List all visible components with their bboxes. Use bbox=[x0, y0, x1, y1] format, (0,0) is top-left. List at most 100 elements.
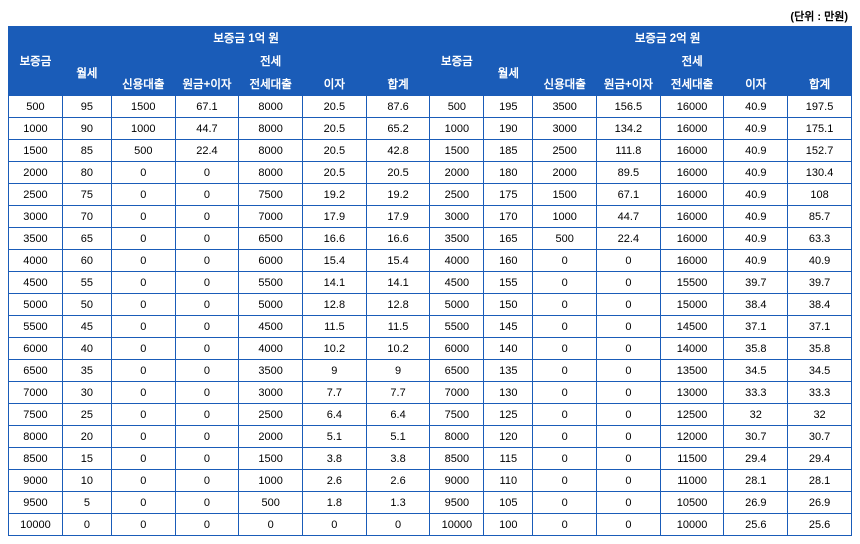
cell-t2: 30.7 bbox=[788, 426, 852, 448]
cell-jl1: 8000 bbox=[239, 96, 303, 118]
cell-d1: 5500 bbox=[9, 316, 63, 338]
cell-r2: 175 bbox=[484, 184, 533, 206]
cell-jl1: 8000 bbox=[239, 162, 303, 184]
cell-r2: 125 bbox=[484, 404, 533, 426]
cell-cl2: 2500 bbox=[533, 140, 597, 162]
cell-i1: 0 bbox=[303, 514, 367, 536]
header-rent-2: 월세 bbox=[484, 50, 533, 96]
cell-pi1: 0 bbox=[175, 426, 239, 448]
cell-r2: 130 bbox=[484, 382, 533, 404]
cell-cl2: 0 bbox=[533, 338, 597, 360]
cell-pi2: 67.1 bbox=[597, 184, 661, 206]
cell-d1: 7500 bbox=[9, 404, 63, 426]
table-row: 15008550022.4800020.542.815001852500111.… bbox=[9, 140, 852, 162]
cell-pi1: 0 bbox=[175, 492, 239, 514]
cell-i2: 32 bbox=[724, 404, 788, 426]
cell-t2: 130.4 bbox=[788, 162, 852, 184]
cell-d1: 8500 bbox=[9, 448, 63, 470]
header-interest-2: 이자 bbox=[724, 73, 788, 96]
cell-pi2: 0 bbox=[597, 338, 661, 360]
cell-cl2: 0 bbox=[533, 404, 597, 426]
cell-jl2: 15500 bbox=[660, 272, 724, 294]
cell-d1: 3500 bbox=[9, 228, 63, 250]
cell-t2: 33.3 bbox=[788, 382, 852, 404]
cell-t1: 3.8 bbox=[366, 448, 430, 470]
cell-d2: 3500 bbox=[430, 228, 484, 250]
cell-cl1: 0 bbox=[111, 514, 175, 536]
cell-r2: 155 bbox=[484, 272, 533, 294]
cell-jl1: 7500 bbox=[239, 184, 303, 206]
cell-pi2: 111.8 bbox=[597, 140, 661, 162]
cell-r2: 115 bbox=[484, 448, 533, 470]
cell-i2: 40.9 bbox=[724, 184, 788, 206]
cell-cl1: 0 bbox=[111, 338, 175, 360]
cell-cl2: 0 bbox=[533, 360, 597, 382]
cell-pi1: 0 bbox=[175, 514, 239, 536]
header-principal-interest-2: 원금+이자 bbox=[597, 73, 661, 96]
table-header: 보증금 보증금 1억 원 보증금 보증금 2억 원 월세 전세 월세 전세 신용… bbox=[9, 27, 852, 96]
cell-r2: 110 bbox=[484, 470, 533, 492]
cell-jl1: 5000 bbox=[239, 294, 303, 316]
cell-jl2: 16000 bbox=[660, 162, 724, 184]
cell-t2: 152.7 bbox=[788, 140, 852, 162]
cell-i2: 33.3 bbox=[724, 382, 788, 404]
cell-r2: 170 bbox=[484, 206, 533, 228]
cell-t2: 39.7 bbox=[788, 272, 852, 294]
header-deposit: 보증금 bbox=[9, 27, 63, 96]
cell-d2: 10000 bbox=[430, 514, 484, 536]
cell-r2: 165 bbox=[484, 228, 533, 250]
comparison-table: 보증금 보증금 1억 원 보증금 보증금 2억 원 월세 전세 월세 전세 신용… bbox=[8, 26, 852, 536]
cell-d1: 5000 bbox=[9, 294, 63, 316]
cell-cl2: 0 bbox=[533, 294, 597, 316]
cell-d1: 2000 bbox=[9, 162, 63, 184]
cell-r1: 5 bbox=[62, 492, 111, 514]
cell-jl1: 4000 bbox=[239, 338, 303, 360]
cell-jl2: 16000 bbox=[660, 228, 724, 250]
cell-t1: 15.4 bbox=[366, 250, 430, 272]
cell-pi1: 0 bbox=[175, 228, 239, 250]
cell-pi2: 0 bbox=[597, 316, 661, 338]
cell-cl2: 3000 bbox=[533, 118, 597, 140]
cell-r1: 40 bbox=[62, 338, 111, 360]
table-row: 650035003500996500135001350034.534.5 bbox=[9, 360, 852, 382]
cell-d1: 9500 bbox=[9, 492, 63, 514]
cell-i2: 40.9 bbox=[724, 140, 788, 162]
cell-jl2: 11000 bbox=[660, 470, 724, 492]
cell-cl2: 500 bbox=[533, 228, 597, 250]
cell-t2: 108 bbox=[788, 184, 852, 206]
cell-d2: 6500 bbox=[430, 360, 484, 382]
cell-jl1: 5500 bbox=[239, 272, 303, 294]
cell-t2: 28.1 bbox=[788, 470, 852, 492]
cell-cl1: 0 bbox=[111, 162, 175, 184]
table-row: 60004000400010.210.26000140001400035.835… bbox=[9, 338, 852, 360]
cell-t1: 16.6 bbox=[366, 228, 430, 250]
table-row: 9000100010002.62.69000110001100028.128.1 bbox=[9, 470, 852, 492]
cell-i1: 3.8 bbox=[303, 448, 367, 470]
header-jeonse-1: 전세 bbox=[111, 50, 430, 73]
cell-i1: 14.1 bbox=[303, 272, 367, 294]
cell-i1: 17.9 bbox=[303, 206, 367, 228]
cell-jl1: 500 bbox=[239, 492, 303, 514]
cell-pi1: 44.7 bbox=[175, 118, 239, 140]
cell-i1: 20.5 bbox=[303, 118, 367, 140]
cell-pi1: 0 bbox=[175, 382, 239, 404]
unit-label: (단위 : 만원) bbox=[8, 8, 852, 24]
cell-pi2: 0 bbox=[597, 382, 661, 404]
cell-t2: 40.9 bbox=[788, 250, 852, 272]
table-row: 35006500650016.616.6350016550022.4160004… bbox=[9, 228, 852, 250]
cell-i2: 29.4 bbox=[724, 448, 788, 470]
cell-t1: 65.2 bbox=[366, 118, 430, 140]
cell-r2: 120 bbox=[484, 426, 533, 448]
cell-d1: 9000 bbox=[9, 470, 63, 492]
cell-cl2: 0 bbox=[533, 250, 597, 272]
cell-r1: 35 bbox=[62, 360, 111, 382]
cell-i1: 11.5 bbox=[303, 316, 367, 338]
cell-d1: 4500 bbox=[9, 272, 63, 294]
cell-i2: 40.9 bbox=[724, 118, 788, 140]
header-total-1: 합계 bbox=[366, 73, 430, 96]
cell-d1: 1500 bbox=[9, 140, 63, 162]
cell-i2: 38.4 bbox=[724, 294, 788, 316]
cell-pi2: 0 bbox=[597, 272, 661, 294]
cell-jl2: 15000 bbox=[660, 294, 724, 316]
cell-jl2: 10500 bbox=[660, 492, 724, 514]
